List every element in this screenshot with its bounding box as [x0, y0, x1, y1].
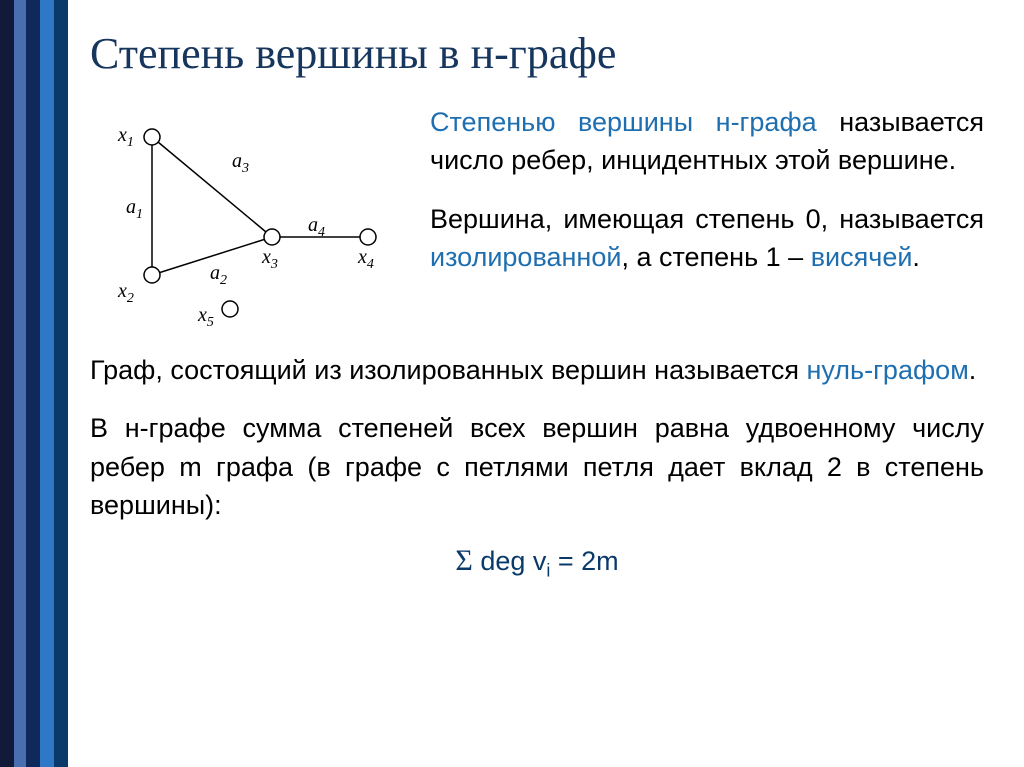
- svg-text:a3: a3: [232, 150, 249, 176]
- top-row: a1 a2 a3 a4 x1 x2 x3 x4 x5 Степенью вершины н-гр…: [90, 103, 984, 333]
- para-2-c: , а степень 1 –: [621, 242, 810, 272]
- para-2: Вершина, имеющая степень 0, называется и…: [430, 200, 984, 277]
- svg-text:x3: x3: [261, 246, 278, 272]
- svg-text:x4: x4: [357, 246, 374, 272]
- para-4: В н-графе сумма степеней всех вершин рав…: [90, 409, 984, 524]
- svg-text:a4: a4: [308, 214, 325, 240]
- svg-text:a2: a2: [210, 262, 227, 288]
- para-2-e: .: [912, 242, 920, 272]
- para-1-hl: Степенью вершины н-графа: [430, 107, 817, 137]
- formula-body: deg v: [473, 546, 547, 576]
- svg-text:x5: x5: [197, 304, 214, 330]
- slide-content: Степень вершины в н-графе a1 a2 a3 a4 x1 x2 x3…: [90, 28, 984, 582]
- graph-svg: a1 a2 a3 a4 x1 x2 x3 x4 x5: [90, 103, 390, 333]
- para-1: Степенью вершины н-графа называется числ…: [430, 103, 984, 180]
- para-2-a: Вершина, имеющая степень 0, называется: [430, 204, 984, 234]
- stripe-1: [14, 0, 26, 767]
- stripe-2: [26, 0, 40, 767]
- stripe-0: [0, 0, 14, 767]
- graph-diagram: a1 a2 a3 a4 x1 x2 x3 x4 x5: [90, 103, 390, 333]
- para-2-b: изолированной: [430, 242, 621, 272]
- slide-title: Степень вершины в н-графе: [90, 28, 984, 79]
- svg-text:x2: x2: [117, 280, 134, 306]
- formula-tail: = 2m: [550, 546, 618, 576]
- svg-text:x1: x1: [117, 124, 134, 150]
- sidebar-stripes: [0, 0, 68, 767]
- right-text: Степенью вершины н-графа называется числ…: [430, 103, 984, 333]
- sigma-symbol: Σ: [455, 544, 472, 577]
- stripe-4: [54, 0, 68, 767]
- svg-text:a1: a1: [126, 196, 143, 222]
- para-3-a: Граф, состоящий из изолированных вершин …: [90, 355, 806, 385]
- para-3-b: нуль-графом: [806, 355, 968, 385]
- para-3: Граф, состоящий из изолированных вершин …: [90, 351, 984, 389]
- formula: Σ deg vi = 2m: [90, 544, 984, 581]
- stripe-3: [40, 0, 54, 767]
- para-3-c: .: [969, 355, 977, 385]
- para-2-d: висячей: [811, 242, 913, 272]
